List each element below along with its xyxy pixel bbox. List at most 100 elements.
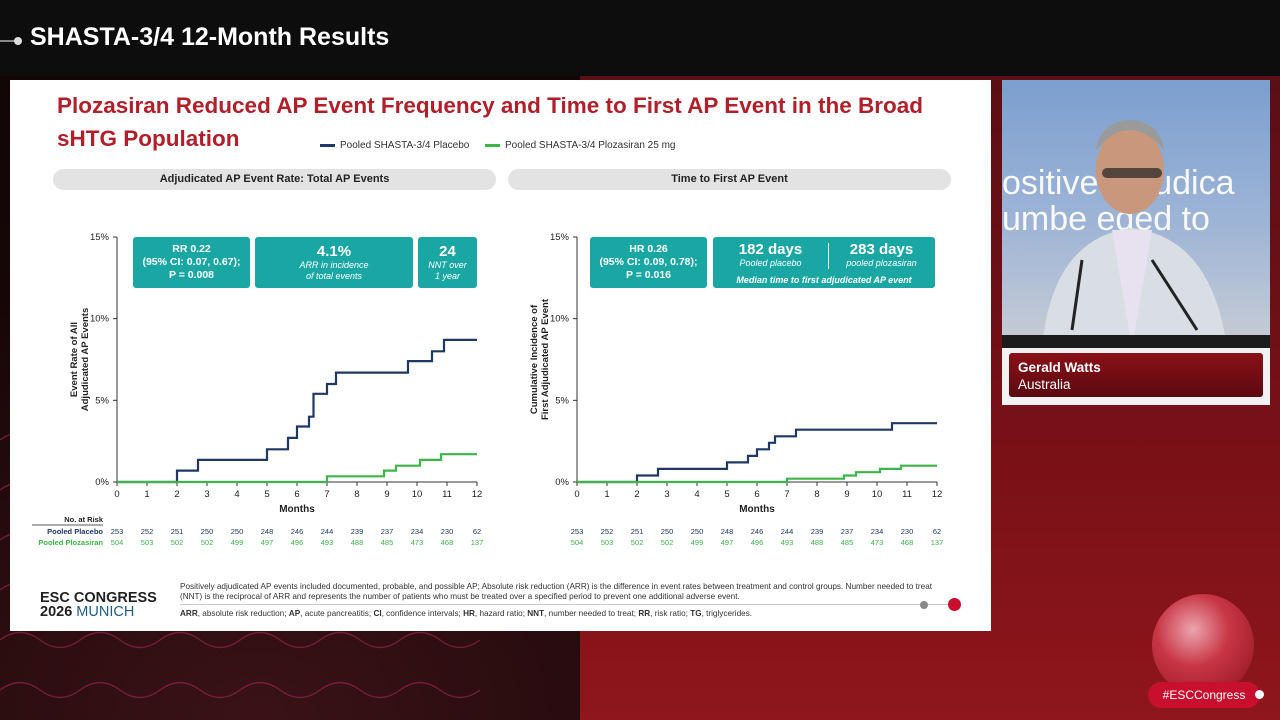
- x-tick-label: 9: [384, 489, 389, 500]
- median-placebo-value: 182 days: [738, 241, 803, 258]
- progress-dot-grey: [920, 601, 928, 609]
- risk-count-plozasiran: 473: [871, 538, 884, 547]
- risk-count-plozasiran: 504: [571, 538, 584, 547]
- speaker-figure: [1002, 120, 1270, 348]
- rr-stat-box: RR 0.22 (95% CI: 0.07, 0.67); P = 0.008: [133, 237, 250, 288]
- risk-count-placebo: 239: [351, 527, 364, 536]
- slide-title: Plozasiran Reduced AP Event Frequency an…: [57, 93, 924, 151]
- risk-count-placebo: 253: [111, 527, 124, 536]
- speaker-video: ositive adjudica umbe eded to: [1002, 80, 1270, 348]
- speaker-name: Gerald Watts: [1018, 360, 1101, 375]
- risk-count-plozasiran: 503: [601, 538, 614, 547]
- risk-count-placebo: 237: [381, 527, 394, 536]
- abbrev-key: TG: [690, 609, 702, 618]
- x-axis-title: Months: [279, 504, 315, 515]
- risk-count-plozasiran: 504: [111, 538, 124, 547]
- risk-count-placebo: 244: [321, 527, 334, 536]
- y-tick-label: 15%: [550, 232, 570, 243]
- median-caption: Median time to first adjudicated AP even…: [736, 275, 912, 285]
- rr-value: RR 0.22: [172, 243, 211, 255]
- x-tick-label: 12: [472, 489, 483, 500]
- abbrev-key: NNT: [527, 609, 545, 618]
- risk-count-plozasiran: 503: [141, 538, 154, 547]
- x-tick-label: 1: [144, 489, 149, 500]
- y-tick-label: 15%: [90, 232, 110, 243]
- risk-count-placebo: 62: [933, 527, 941, 536]
- risk-count-placebo: 230: [441, 527, 454, 536]
- rr-p-value: P = 0.008: [168, 269, 215, 281]
- x-tick-label: 5: [264, 489, 269, 500]
- median-plozasiran-value: 283 days: [849, 241, 914, 258]
- x-tick-label: 8: [814, 489, 819, 500]
- x-tick-label: 2: [634, 489, 639, 500]
- right-panel-header: Time to First AP Event: [508, 169, 951, 190]
- abbrev-def: , confidence intervals;: [381, 609, 464, 618]
- nnt-caption-1: NNT over: [428, 260, 467, 270]
- median-plozasiran-label: pooled plozasiran: [846, 258, 917, 268]
- risk-count-plozasiran: 499: [691, 538, 704, 547]
- hashtag-dot: [1255, 690, 1264, 699]
- x-tick-label: 9: [844, 489, 849, 500]
- risk-count-placebo: 251: [171, 527, 184, 536]
- risk-count-placebo: 250: [661, 527, 674, 536]
- abbrev-key: CI: [373, 609, 382, 618]
- logo-year: 2026: [40, 604, 73, 620]
- y-tick-label: 5%: [95, 395, 109, 406]
- risk-count-plozasiran: 502: [631, 538, 644, 547]
- risk-count-plozasiran: 488: [351, 538, 364, 547]
- x-tick-label: 4: [234, 489, 239, 500]
- y-axis-title: Cumulative Incidence ofFirst Adjudicated…: [529, 298, 551, 420]
- legend-item-plozasiran: Pooled SHASTA-3/4 Plozasiran 25 mg: [485, 140, 675, 151]
- abbrev-key: RR: [638, 609, 651, 618]
- title-bar-line: [0, 40, 18, 42]
- risk-count-plozasiran: 485: [381, 538, 394, 547]
- x-tick-label: 0: [574, 489, 579, 500]
- risk-table-header: No. at Risk: [64, 515, 104, 524]
- risk-count-placebo: 62: [473, 527, 481, 536]
- risk-count-placebo: 234: [871, 527, 884, 536]
- risk-count-placebo: 250: [231, 527, 244, 536]
- speaker-panel: ositive adjudica umbe eded to Gerald Wat…: [1002, 80, 1270, 405]
- arr-stat-box: 4.1% ARR in incidence of total events: [255, 237, 413, 288]
- risk-row-label-plozasiran: Pooled Plozasiran: [38, 538, 103, 547]
- legend-swatch-placebo: [320, 143, 335, 147]
- risk-count-placebo: 250: [201, 527, 214, 536]
- series-line-placebo: [117, 338, 477, 484]
- number-at-risk-table: No. at Risk Pooled Placebo Pooled Plozasir…: [32, 515, 944, 547]
- progress-dot-red: [948, 598, 961, 611]
- risk-row-label-placebo: Pooled Placebo: [47, 527, 103, 536]
- legend-item-placebo: Pooled SHASTA-3/4 Placebo: [320, 140, 469, 151]
- footnote: Positively adjudicated AP events include…: [180, 582, 933, 601]
- risk-count-plozasiran: 468: [441, 538, 454, 547]
- risk-count-plozasiran: 499: [231, 538, 244, 547]
- risk-count-plozasiran: 137: [931, 538, 944, 547]
- title-bar-dot: [14, 37, 22, 45]
- series-line-plozasiran: [117, 453, 477, 484]
- risk-count-plozasiran: 497: [721, 538, 734, 547]
- y-tick-label: 10%: [550, 314, 570, 325]
- x-tick-label: 11: [902, 489, 912, 500]
- presentation-slide: Plozasiran Reduced AP Event Frequency an…: [10, 80, 991, 631]
- y-axis-title-line: Event Rate of All: [69, 322, 80, 397]
- y-axis-title-line: First Adjudicated AP Event: [540, 298, 551, 420]
- broadcast-title: SHASTA-3/4 12-Month Results: [30, 23, 390, 51]
- x-tick-label: 12: [932, 489, 943, 500]
- hr-ci: (95% CI: 0.09, 0.78);: [599, 256, 698, 268]
- y-axis-title-line: Cumulative Incidence of: [529, 304, 540, 414]
- median-placebo: 182 days Pooled placebo: [713, 241, 828, 269]
- x-tick-label: 2: [174, 489, 179, 500]
- abbrev-def: , absolute risk reduction;: [197, 609, 289, 618]
- risk-count-plozasiran: 496: [751, 538, 764, 547]
- y-tick-label: 0%: [555, 477, 569, 488]
- legend-label-placebo: Pooled SHASTA-3/4 Placebo: [340, 140, 470, 151]
- y-tick-label: 5%: [555, 395, 569, 406]
- x-tick-label: 5: [724, 489, 729, 500]
- risk-count-plozasiran: 488: [811, 538, 824, 547]
- progress-track: [180, 604, 950, 605]
- x-tick-label: 7: [324, 489, 329, 500]
- speaker-country: Australia: [1018, 377, 1071, 392]
- x-tick-label: 1: [604, 489, 609, 500]
- risk-count-plozasiran: 493: [781, 538, 794, 547]
- arr-caption-1: ARR in incidence: [299, 260, 369, 270]
